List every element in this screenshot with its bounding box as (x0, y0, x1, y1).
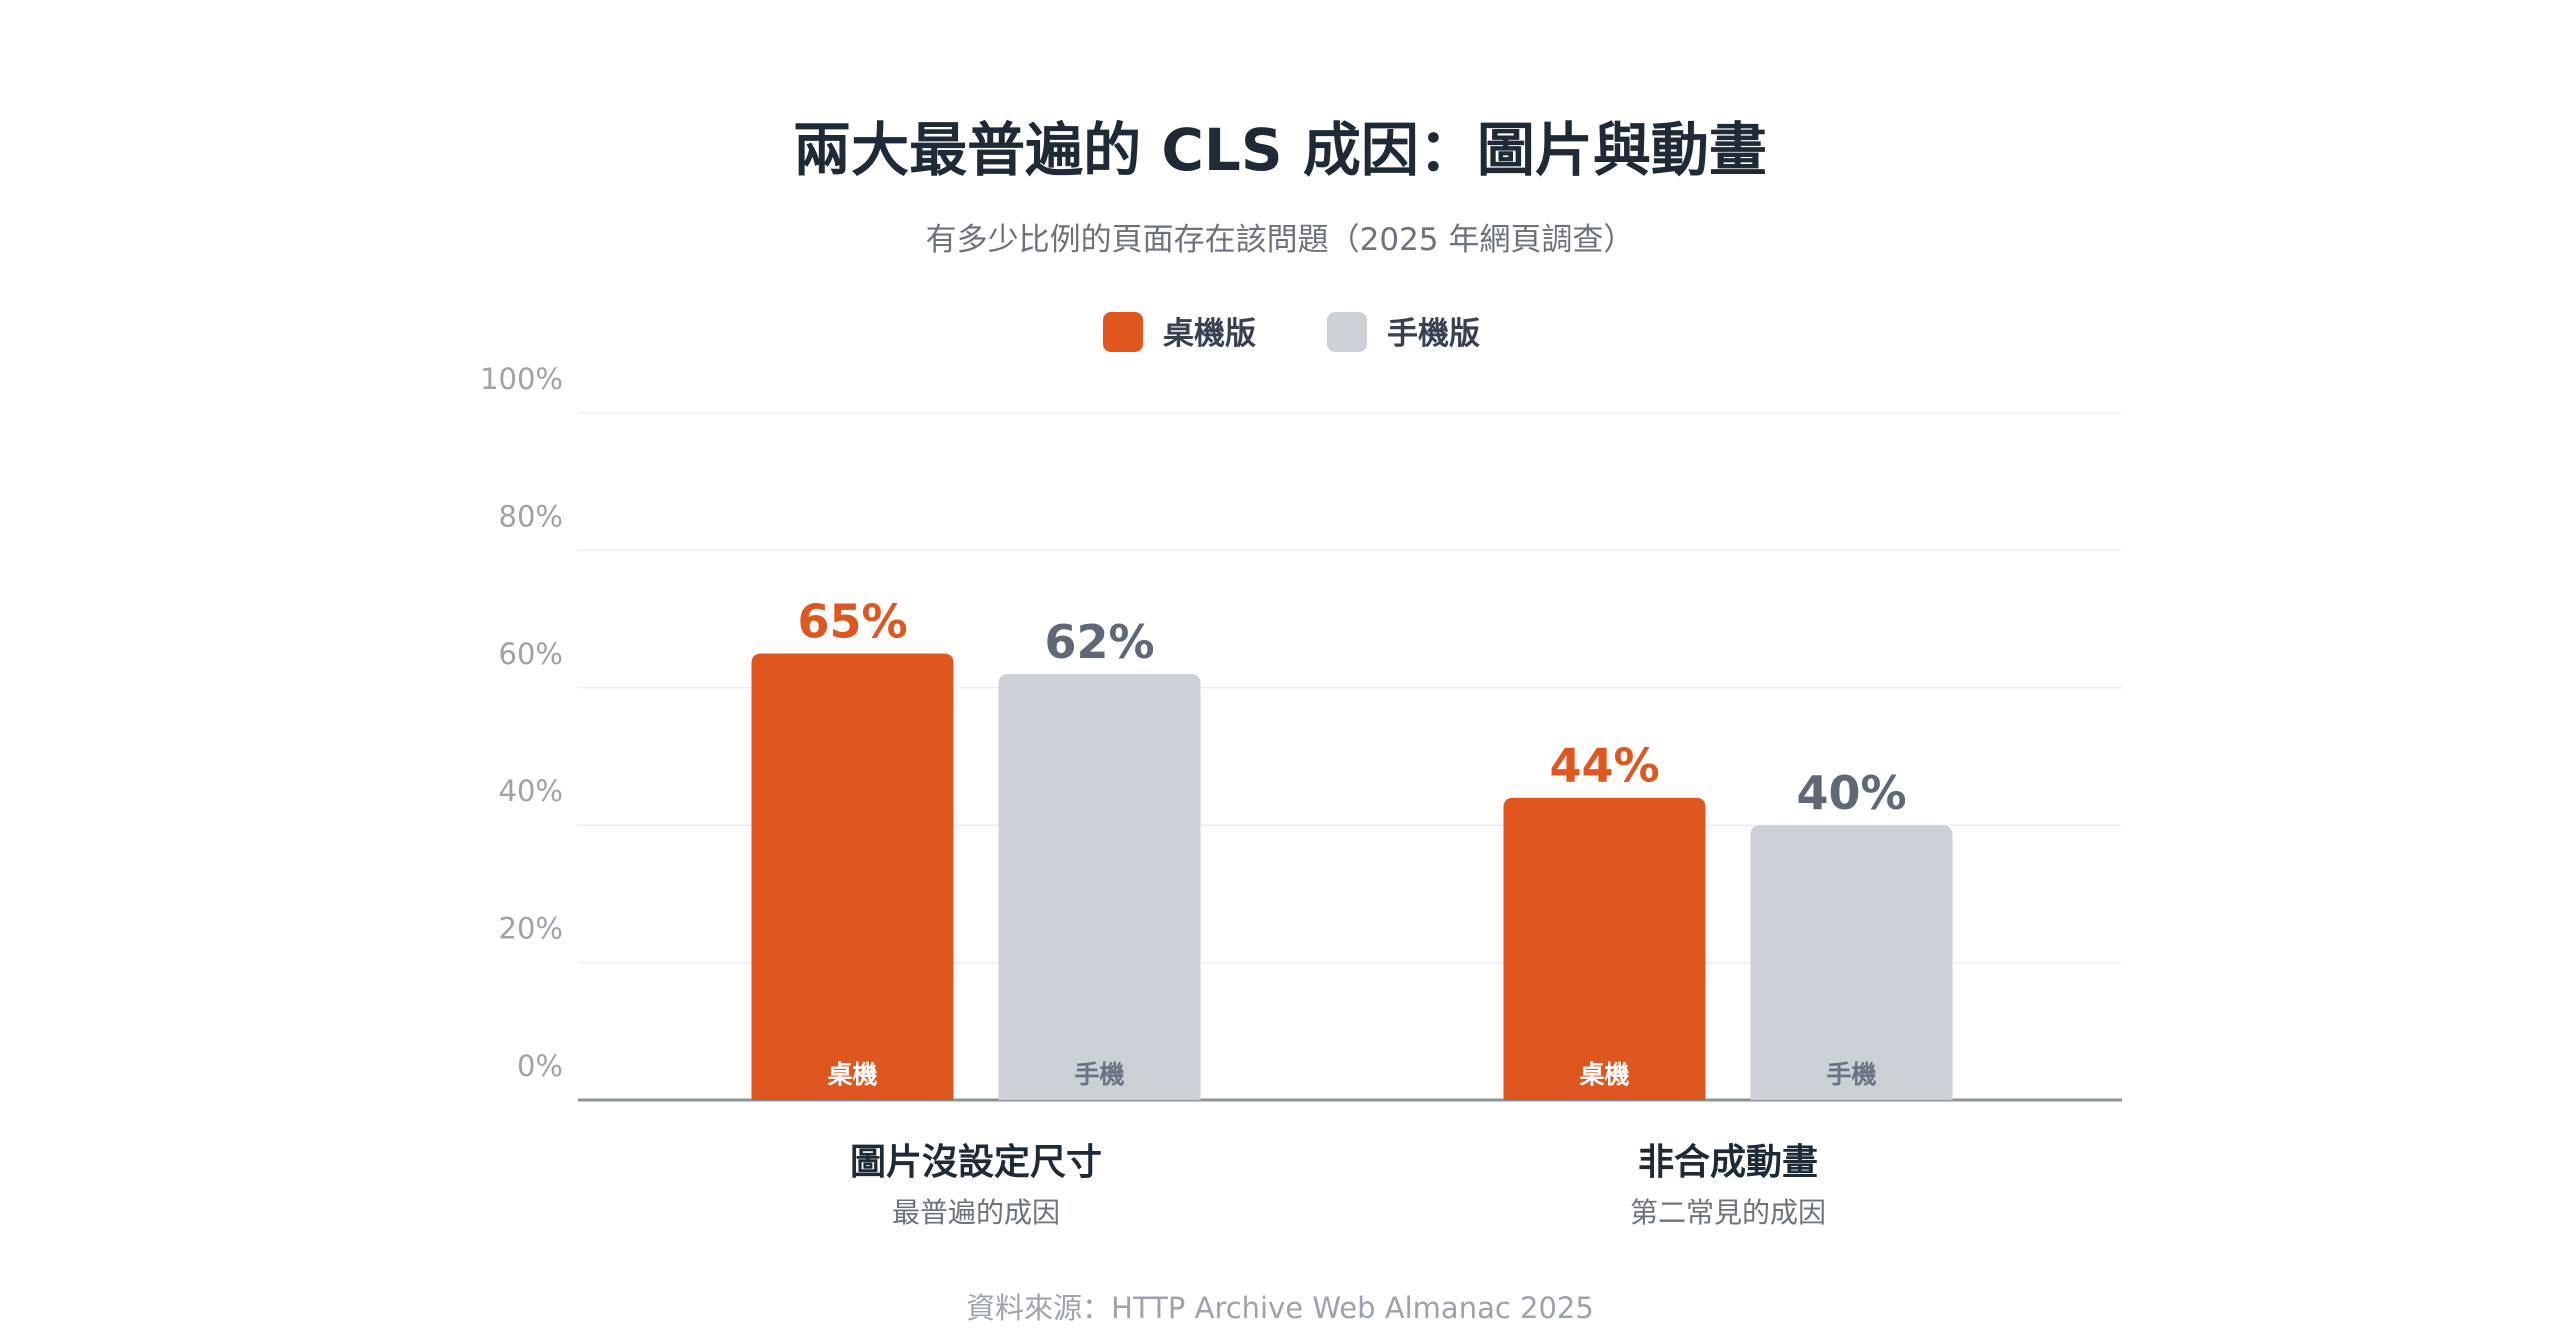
legend-item: 桌機版 (1103, 312, 1256, 352)
source-note: 資料來源：HTTP Archive Web Almanac 2025 (966, 1291, 1594, 1325)
x-tick-sublabel: 最普遍的成因 (892, 1196, 1060, 1229)
bar (1503, 797, 1706, 1100)
bar-series-label: 桌機 (827, 1060, 877, 1089)
data-label: 62% (1044, 615, 1154, 669)
chart-title: 兩大最普遍的 CLS 成因：圖片與動畫 (793, 116, 1767, 184)
data-label: 44% (1549, 739, 1659, 793)
y-tick-label: 20% (499, 912, 563, 946)
bar-series-label: 手機 (1826, 1060, 1876, 1089)
x-tick-label: 非合成動畫 (1638, 1142, 1818, 1183)
y-tick-label: 80% (499, 499, 563, 533)
bar-series-label: 手機 (1074, 1060, 1124, 1089)
legend: 桌機版 手機版 (1103, 312, 1480, 352)
legend-swatch (1103, 312, 1143, 352)
y-tick-label: 0% (517, 1049, 563, 1083)
chart-subtitle: 有多少比例的頁面存在該問題（2025 年網頁調查） (926, 222, 1635, 258)
y-tick-label: 60% (499, 637, 563, 671)
bar (998, 674, 1201, 1100)
bars: 65% 桌機 62% 手機 44% 桌機 40% 手機 (751, 594, 1953, 1100)
legend-swatch (1327, 312, 1367, 352)
y-tick-label: 100% (480, 362, 563, 396)
x-tick-label: 圖片沒設定尺寸 (850, 1142, 1102, 1183)
legend-item: 手機版 (1327, 312, 1480, 352)
data-label: 40% (1796, 766, 1906, 820)
data-label: 65% (797, 594, 907, 648)
bar (751, 653, 954, 1100)
legend-label: 桌機版 (1163, 316, 1256, 352)
x-tick-sublabel: 第二常見的成因 (1630, 1196, 1826, 1229)
legend-label: 手機版 (1387, 316, 1480, 352)
bar-series-label: 桌機 (1579, 1060, 1629, 1089)
y-tick-label: 40% (499, 774, 563, 808)
bar (1750, 825, 1953, 1100)
